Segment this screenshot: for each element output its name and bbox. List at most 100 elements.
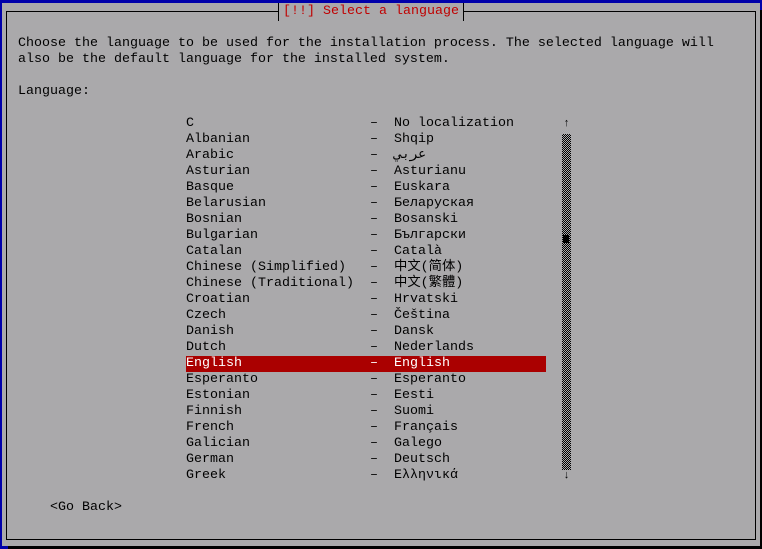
dialog-title: [!!] Select a language xyxy=(278,3,464,21)
separator: – xyxy=(370,148,378,163)
language-native-name: Български xyxy=(394,228,466,243)
scrollbar-thumb[interactable] xyxy=(563,235,569,243)
language-option[interactable]: Albanian – Shqip xyxy=(186,132,546,148)
language-option[interactable]: Croatian – Hrvatski xyxy=(186,292,546,308)
language-name: Belarusian xyxy=(186,196,266,211)
language-native-name: Shqip xyxy=(394,132,434,147)
language-name: Arabic xyxy=(186,148,234,163)
language-native-name: Hrvatski xyxy=(394,292,458,307)
language-option[interactable]: Estonian – Eesti xyxy=(186,388,546,404)
scrollbar[interactable]: ↑ ↓ xyxy=(562,116,571,484)
scroll-up-icon[interactable]: ↑ xyxy=(563,118,570,130)
separator: – xyxy=(370,260,378,275)
separator: – xyxy=(370,116,378,131)
language-native-name: English xyxy=(394,356,450,371)
language-option[interactable]: Chinese (Simplified) – 中文(简体) xyxy=(186,260,546,276)
language-name: German xyxy=(186,452,234,467)
language-name: Croatian xyxy=(186,292,250,307)
language-option[interactable]: Belarusian – Беларуская xyxy=(186,196,546,212)
language-native-name: Català xyxy=(394,244,442,259)
separator: – xyxy=(370,452,378,467)
scrollbar-track[interactable] xyxy=(562,134,571,470)
language-native-name: Bosanski xyxy=(394,212,458,227)
language-native-name: 中文(繁體) xyxy=(394,276,464,291)
language-native-name: Nederlands xyxy=(394,340,474,355)
language-name: French xyxy=(186,420,234,435)
language-native-name: Eesti xyxy=(394,388,434,403)
language-name: Catalan xyxy=(186,244,242,259)
language-native-name: Беларуская xyxy=(394,196,474,211)
separator: – xyxy=(370,388,378,403)
separator: – xyxy=(370,340,378,355)
language-name: Chinese (Simplified) xyxy=(186,260,346,275)
language-option[interactable]: Greek – Ελληνικά xyxy=(186,468,546,484)
separator: – xyxy=(370,164,378,179)
scroll-down-icon[interactable]: ↓ xyxy=(563,470,570,482)
dialog-description: Choose the language to be used for the i… xyxy=(18,36,714,67)
separator: – xyxy=(370,324,378,339)
language-native-name: Čeština xyxy=(394,308,450,323)
language-label: Language: xyxy=(18,84,90,99)
language-native-name: Ελληνικά xyxy=(394,468,458,483)
separator: – xyxy=(370,372,378,387)
language-name: Danish xyxy=(186,324,234,339)
separator: – xyxy=(370,276,378,291)
separator: – xyxy=(370,356,378,371)
language-native-name: Suomi xyxy=(394,404,434,419)
language-list[interactable]: C – No localization Albanian – Shqip Arabic – عر… xyxy=(186,116,546,484)
language-option[interactable]: Basque – Euskara xyxy=(186,180,546,196)
language-native-name: No localization xyxy=(394,116,514,131)
language-option[interactable]: Finnish – Suomi xyxy=(186,404,546,420)
language-name: Esperanto xyxy=(186,372,258,387)
language-native-name: Galego xyxy=(394,436,442,451)
language-native-name: عربي xyxy=(394,148,427,163)
language-name: Asturian xyxy=(186,164,250,179)
language-option[interactable]: Danish – Dansk xyxy=(186,324,546,340)
separator: – xyxy=(370,132,378,147)
go-back-button[interactable]: <Go Back> xyxy=(50,500,122,515)
language-name: Galician xyxy=(186,436,250,451)
language-name: Basque xyxy=(186,180,234,195)
language-name: Bulgarian xyxy=(186,228,258,243)
language-native-name: Deutsch xyxy=(394,452,450,467)
language-name: English xyxy=(186,356,242,371)
language-option[interactable]: Asturian – Asturianu xyxy=(186,164,546,180)
language-name: Albanian xyxy=(186,132,250,147)
language-name: Chinese (Traditional) xyxy=(186,276,354,291)
language-option[interactable]: Catalan – Català xyxy=(186,244,546,260)
language-native-name: Esperanto xyxy=(394,372,466,387)
separator: – xyxy=(370,228,378,243)
language-option[interactable]: Bosnian – Bosanski xyxy=(186,212,546,228)
language-name: Estonian xyxy=(186,388,250,403)
language-option[interactable]: Galician – Galego xyxy=(186,436,546,452)
language-native-name: Euskara xyxy=(394,180,450,195)
language-option[interactable]: C – No localization xyxy=(186,116,546,132)
language-option[interactable]: Dutch – Nederlands xyxy=(186,340,546,356)
separator: – xyxy=(370,292,378,307)
separator: – xyxy=(370,404,378,419)
language-name: Czech xyxy=(186,308,226,323)
language-option[interactable]: Esperanto – Esperanto xyxy=(186,372,546,388)
language-name: Dutch xyxy=(186,340,226,355)
separator: – xyxy=(370,244,378,259)
language-option[interactable]: Arabic – عربي xyxy=(186,148,546,164)
separator: – xyxy=(370,180,378,195)
language-name: Finnish xyxy=(186,404,242,419)
language-native-name: 中文(简体) xyxy=(394,260,464,275)
language-option[interactable]: Czech – Čeština xyxy=(186,308,546,324)
select-language-dialog: [!!] Select a language Choose the langua… xyxy=(2,3,760,546)
separator: – xyxy=(370,196,378,211)
language-option[interactable]: English – English xyxy=(186,356,546,372)
separator: – xyxy=(370,436,378,451)
language-name: Bosnian xyxy=(186,212,242,227)
separator: – xyxy=(370,420,378,435)
separator: – xyxy=(370,308,378,323)
language-native-name: Français xyxy=(394,420,458,435)
language-option[interactable]: Chinese (Traditional) – 中文(繁體) xyxy=(186,276,546,292)
language-option[interactable]: German – Deutsch xyxy=(186,452,546,468)
language-option[interactable]: Bulgarian – Български xyxy=(186,228,546,244)
separator: – xyxy=(370,212,378,227)
language-option[interactable]: French – Français xyxy=(186,420,546,436)
language-name: Greek xyxy=(186,468,226,483)
language-native-name: Asturianu xyxy=(394,164,466,179)
